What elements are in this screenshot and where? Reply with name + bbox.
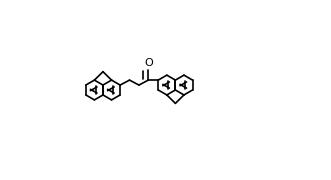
Text: O: O xyxy=(144,58,153,68)
